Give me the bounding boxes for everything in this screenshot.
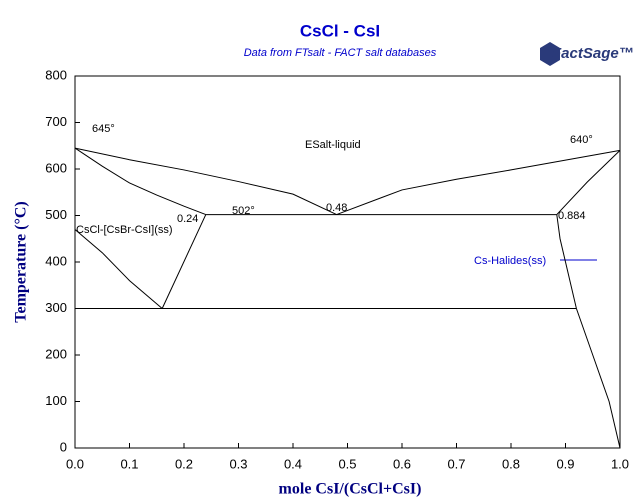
x-tick-label: 0.8 <box>502 456 520 471</box>
y-tick-label: 0 <box>60 439 67 454</box>
phase-boundary <box>74 147 337 216</box>
x-tick-label: 0.9 <box>556 456 574 471</box>
phase-boundary <box>556 150 621 215</box>
annotation: ESalt-liquid <box>305 139 361 151</box>
y-tick-label: 800 <box>45 67 67 82</box>
annotation: 0.48 <box>326 202 347 214</box>
annotation: 640° <box>570 134 593 146</box>
x-tick-label: 0.5 <box>338 456 356 471</box>
x-axis-label: mole CsI/(CsCl+CsI) <box>279 481 422 498</box>
phase-boundary <box>74 147 206 216</box>
annotation: 502° <box>232 205 255 217</box>
logo: FactSage™ <box>540 42 634 66</box>
y-tick-label: 500 <box>45 207 67 222</box>
annotation: 0.24 <box>177 213 198 225</box>
x-tick-label: 0.0 <box>66 456 84 471</box>
y-tick-label: 100 <box>45 393 67 408</box>
chart-subtitle: Data from FTsalt - FACT salt databases <box>244 47 437 59</box>
x-tick-label: 0.6 <box>393 456 411 471</box>
x-tick-label: 0.4 <box>284 456 302 471</box>
x-tick-label: 0.1 <box>120 456 138 471</box>
x-tick-label: 0.2 <box>175 456 193 471</box>
y-tick-label: 700 <box>45 114 67 129</box>
phase-boundary <box>74 229 163 309</box>
x-tick-label: 1.0 <box>611 456 629 471</box>
logo-text: FactSage™ <box>552 45 634 62</box>
y-tick-label: 300 <box>45 300 67 315</box>
chart-title: CsCl - CsI <box>300 21 380 40</box>
y-tick-label: 200 <box>45 346 67 361</box>
x-tick-label: 0.7 <box>447 456 465 471</box>
x-tick-label: 0.3 <box>229 456 247 471</box>
annotation: 0.884 <box>558 210 586 222</box>
y-axis-label: Temperature (°C) <box>13 201 30 322</box>
logo-mark <box>540 42 560 66</box>
y-tick-label: 600 <box>45 160 67 175</box>
annotation: Cs-Halides(ss) <box>474 255 546 267</box>
phase-boundary <box>161 214 207 309</box>
phase-boundary <box>336 149 621 216</box>
annotation: 645° <box>92 123 115 135</box>
y-tick-label: 400 <box>45 253 67 268</box>
annotation: CsCl-[CsBr-CsI](ss) <box>76 224 173 236</box>
phase-boundary <box>556 214 621 449</box>
